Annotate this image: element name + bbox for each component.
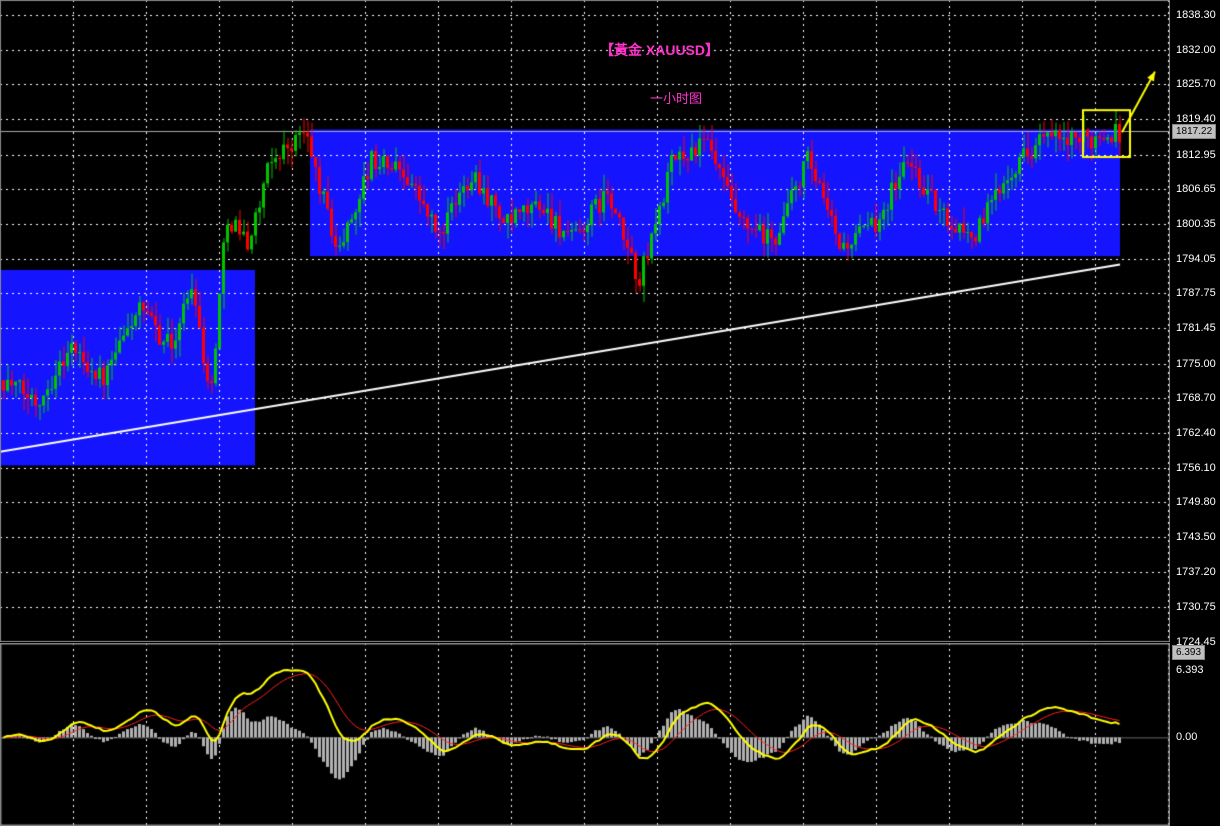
- price-tick: 1768.70: [1176, 392, 1216, 404]
- price-tick: 1775.00: [1176, 358, 1216, 370]
- price-tick: 1781.45: [1176, 322, 1216, 334]
- indicator-tick: 0.00: [1176, 731, 1197, 743]
- price-tick: 1762.40: [1176, 427, 1216, 439]
- price-tick: 1743.50: [1176, 531, 1216, 543]
- indicator-value-tag: 6.393: [1172, 645, 1205, 660]
- chart-container: 【黃金 XAUUSD】 一小时图 1838.30 1832.00 1825.70 18…: [0, 0, 1220, 826]
- price-tick: 1756.10: [1176, 462, 1216, 474]
- macd-indicator-chart[interactable]: [0, 643, 1170, 826]
- chart-title: 【黃金 XAUUSD】: [600, 40, 719, 60]
- current-price-tag: 1817.22: [1172, 124, 1216, 139]
- price-tick: 1812.95: [1176, 149, 1216, 161]
- price-tick: 1800.35: [1176, 218, 1216, 230]
- price-tick: 1838.30: [1176, 9, 1216, 21]
- price-tick: 1825.70: [1176, 78, 1216, 90]
- price-tick: 1737.20: [1176, 566, 1216, 578]
- price-tick: 1749.80: [1176, 496, 1216, 508]
- price-tick: 1787.75: [1176, 287, 1216, 299]
- chart-subtitle: 一小时图: [650, 88, 702, 107]
- indicator-tick: 6.393: [1176, 664, 1204, 676]
- price-tick: 1794.05: [1176, 253, 1216, 265]
- price-tick: 1730.75: [1176, 601, 1216, 613]
- price-tick: 1832.00: [1176, 44, 1216, 56]
- price-tick: 1806.65: [1176, 183, 1216, 195]
- main-price-chart[interactable]: [0, 0, 1170, 642]
